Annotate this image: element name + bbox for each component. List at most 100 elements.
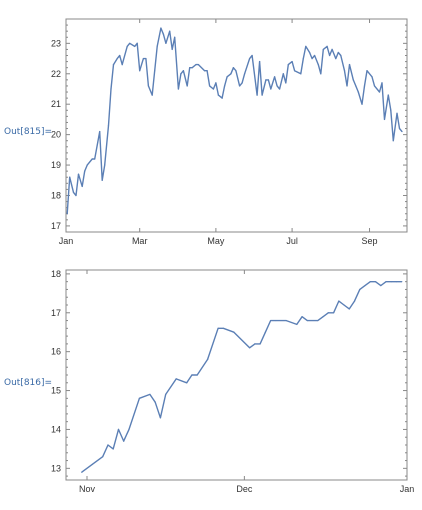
- data-point: [308, 51, 311, 54]
- data-point: [160, 27, 162, 29]
- data-point: [222, 327, 224, 329]
- data-point: [401, 281, 403, 283]
- data-point: [265, 79, 267, 81]
- data-point: [112, 448, 114, 450]
- data-point: [217, 94, 219, 96]
- data-point: [128, 428, 130, 431]
- data-point: [145, 57, 147, 60]
- y-tick-label: 14: [51, 424, 61, 434]
- data-point: [235, 70, 237, 72]
- data-point: [306, 319, 308, 322]
- data-point: [276, 85, 278, 87]
- data-point: [401, 130, 403, 133]
- data-point: [209, 85, 211, 87]
- data-point: [94, 158, 96, 160]
- data-point: [313, 54, 316, 57]
- data-point: [249, 347, 251, 349]
- data-point: [110, 88, 112, 90]
- data-point: [107, 444, 109, 446]
- data-point: [138, 397, 141, 399]
- data-point: [69, 176, 71, 178]
- data-point: [301, 316, 303, 318]
- data-point: [171, 48, 173, 51]
- data-point: [361, 103, 363, 105]
- data-point: [212, 88, 214, 90]
- data-point: [282, 73, 284, 75]
- data-point: [366, 70, 368, 72]
- data-point: [81, 185, 83, 187]
- x-tick-label: May: [207, 236, 225, 246]
- y-tick-label: 19: [51, 160, 61, 170]
- y-tick-label: 13: [51, 463, 61, 473]
- data-point: [385, 281, 387, 283]
- data-point: [134, 45, 136, 47]
- data-point: [346, 85, 348, 87]
- x-tick-label: Jan: [59, 236, 74, 246]
- data-point: [270, 88, 272, 90]
- series-line: [81, 281, 402, 473]
- data-point: [154, 70, 156, 72]
- data-point: [275, 319, 277, 322]
- data-point: [182, 70, 185, 72]
- data-point: [352, 79, 354, 81]
- data-point: [390, 109, 392, 111]
- data-point: [196, 374, 198, 376]
- y-tick-label: 22: [51, 69, 61, 79]
- data-point: [221, 97, 223, 99]
- data-point: [116, 57, 118, 60]
- data-point: [317, 319, 319, 322]
- data-point: [226, 76, 228, 78]
- y-tick-label: 15: [51, 386, 61, 396]
- output-cell-label-2: Out[816]=: [4, 378, 53, 388]
- y-tick-label: 18: [51, 269, 61, 279]
- data-point: [311, 57, 313, 60]
- data-point: [197, 64, 200, 66]
- x-tick-label: Jul: [286, 236, 298, 246]
- data-point: [287, 64, 289, 66]
- data-point: [293, 70, 296, 72]
- data-point: [371, 76, 373, 78]
- data-point: [186, 382, 188, 384]
- data-point: [180, 73, 182, 75]
- data-point: [305, 45, 307, 47]
- data-point: [149, 393, 151, 396]
- data-point: [387, 94, 389, 96]
- chart-1: 17 18 19 20 21 22 23 Jan Mar May Jul Sep: [51, 18, 408, 246]
- data-point: [162, 33, 165, 35]
- data-point: [112, 64, 115, 66]
- data-point: [256, 94, 258, 96]
- data-point: [189, 67, 191, 69]
- data-point: [91, 158, 93, 160]
- data-point: [191, 374, 193, 376]
- data-point: [328, 54, 331, 57]
- data-point: [348, 308, 350, 310]
- data-point: [392, 140, 394, 142]
- data-point: [355, 85, 357, 87]
- data-point: [337, 51, 339, 54]
- data-point: [169, 30, 171, 32]
- data-point: [84, 170, 86, 172]
- x-tick-label: Jan: [400, 484, 415, 494]
- data-point: [331, 48, 333, 51]
- data-point: [154, 401, 156, 403]
- data-point: [129, 42, 131, 44]
- data-point: [395, 281, 398, 283]
- plot-frame: [65, 18, 408, 233]
- y-tick-label: 23: [51, 38, 61, 48]
- data-point: [254, 343, 256, 345]
- data-point: [320, 73, 322, 75]
- data-point: [291, 61, 293, 63]
- data-point: [373, 85, 376, 87]
- data-point: [230, 73, 232, 75]
- data-point: [136, 42, 138, 44]
- data-point: [244, 73, 246, 75]
- data-point: [264, 331, 266, 333]
- data-point: [343, 70, 346, 72]
- data-point: [300, 73, 302, 75]
- data-point: [186, 85, 188, 87]
- data-point: [165, 393, 167, 396]
- data-point: [374, 281, 377, 283]
- data-point: [233, 331, 235, 333]
- data-point: [217, 327, 219, 329]
- data-point: [232, 67, 234, 69]
